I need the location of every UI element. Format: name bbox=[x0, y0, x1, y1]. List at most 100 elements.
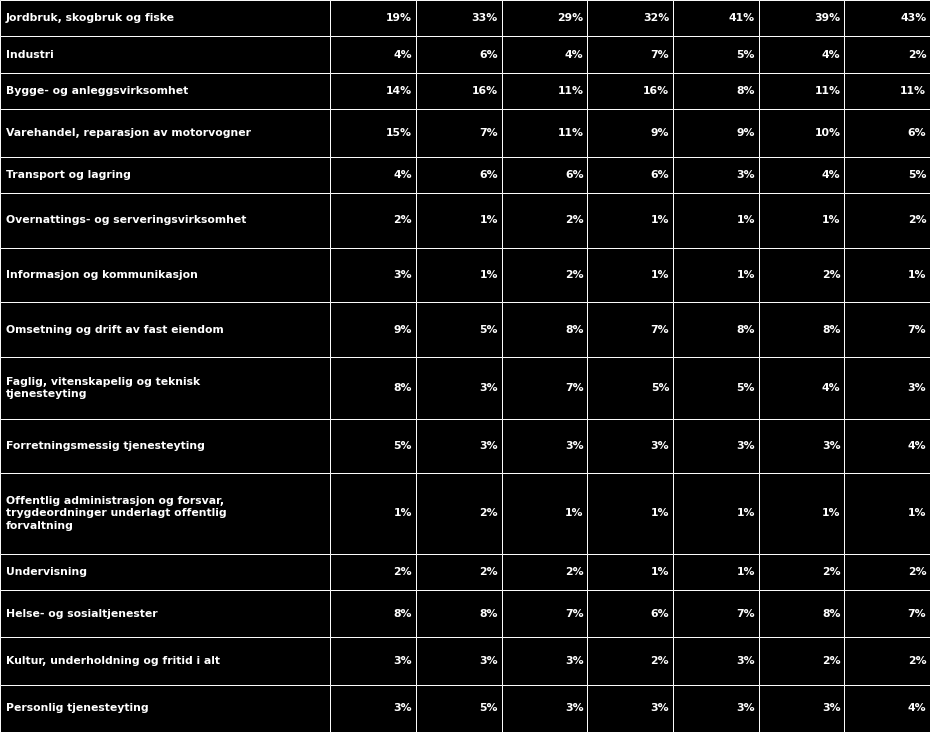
Text: Informasjon og kommunikasjon: Informasjon og kommunikasjon bbox=[6, 270, 197, 280]
Bar bbox=[330, 357, 416, 419]
Bar bbox=[416, 357, 501, 419]
Bar bbox=[330, 684, 416, 732]
Bar bbox=[587, 109, 673, 157]
Text: 15%: 15% bbox=[386, 128, 412, 138]
Text: 4%: 4% bbox=[565, 50, 583, 59]
Bar bbox=[587, 157, 673, 193]
Bar bbox=[501, 193, 587, 247]
Text: 6%: 6% bbox=[651, 608, 670, 619]
Text: 1%: 1% bbox=[908, 509, 926, 518]
Bar bbox=[759, 247, 844, 302]
Text: Bygge- og anleggsvirksomhet: Bygge- og anleggsvirksomhet bbox=[6, 86, 188, 96]
Text: 3%: 3% bbox=[479, 656, 498, 666]
Text: 4%: 4% bbox=[822, 50, 841, 59]
Text: 2%: 2% bbox=[479, 567, 498, 577]
Text: 6%: 6% bbox=[479, 50, 498, 59]
Bar bbox=[587, 247, 673, 302]
Text: 1%: 1% bbox=[737, 509, 755, 518]
Text: 4%: 4% bbox=[822, 170, 841, 180]
Bar bbox=[501, 590, 587, 638]
Bar bbox=[501, 157, 587, 193]
Text: 41%: 41% bbox=[729, 13, 755, 23]
Bar bbox=[587, 357, 673, 419]
Text: 3%: 3% bbox=[565, 441, 583, 451]
Text: 2%: 2% bbox=[479, 509, 498, 518]
Text: 8%: 8% bbox=[822, 608, 841, 619]
Text: 1%: 1% bbox=[822, 509, 841, 518]
Text: 8%: 8% bbox=[822, 324, 841, 335]
Bar bbox=[587, 302, 673, 357]
Bar bbox=[587, 474, 673, 553]
Bar bbox=[759, 73, 844, 109]
Text: 3%: 3% bbox=[737, 656, 755, 666]
Text: 2%: 2% bbox=[908, 656, 926, 666]
Bar bbox=[501, 37, 587, 73]
Text: 1%: 1% bbox=[737, 270, 755, 280]
Bar bbox=[587, 37, 673, 73]
Bar bbox=[416, 419, 501, 474]
Bar bbox=[0, 302, 330, 357]
Bar bbox=[330, 0, 416, 37]
Text: Helse- og sosialtjenester: Helse- og sosialtjenester bbox=[6, 608, 157, 619]
Text: 8%: 8% bbox=[737, 86, 755, 96]
Bar bbox=[0, 553, 330, 590]
Text: 1%: 1% bbox=[651, 270, 670, 280]
Bar bbox=[759, 302, 844, 357]
Bar bbox=[416, 247, 501, 302]
Bar bbox=[501, 357, 587, 419]
Bar bbox=[587, 419, 673, 474]
Bar bbox=[587, 73, 673, 109]
Text: Undervisning: Undervisning bbox=[6, 567, 86, 577]
Bar bbox=[844, 357, 930, 419]
Bar bbox=[416, 590, 501, 638]
Text: 3%: 3% bbox=[565, 656, 583, 666]
Text: 2%: 2% bbox=[822, 656, 841, 666]
Text: 3%: 3% bbox=[393, 656, 412, 666]
Bar bbox=[330, 474, 416, 553]
Text: 1%: 1% bbox=[479, 215, 498, 225]
Bar bbox=[0, 474, 330, 553]
Bar bbox=[0, 247, 330, 302]
Text: 16%: 16% bbox=[472, 86, 498, 96]
Text: 3%: 3% bbox=[737, 170, 755, 180]
Text: 5%: 5% bbox=[737, 383, 755, 393]
Text: Varehandel, reparasjon av motorvogner: Varehandel, reparasjon av motorvogner bbox=[6, 128, 250, 138]
Text: 11%: 11% bbox=[815, 86, 841, 96]
Text: 4%: 4% bbox=[393, 50, 412, 59]
Text: 5%: 5% bbox=[908, 170, 926, 180]
Bar bbox=[501, 419, 587, 474]
Bar bbox=[330, 302, 416, 357]
Bar bbox=[673, 638, 759, 684]
Bar bbox=[416, 474, 501, 553]
Bar bbox=[673, 302, 759, 357]
Bar bbox=[330, 247, 416, 302]
Text: 3%: 3% bbox=[822, 441, 841, 451]
Text: 2%: 2% bbox=[565, 215, 583, 225]
Text: 7%: 7% bbox=[565, 383, 583, 393]
Text: 7%: 7% bbox=[479, 128, 498, 138]
Bar bbox=[416, 73, 501, 109]
Text: 2%: 2% bbox=[822, 567, 841, 577]
Text: 2%: 2% bbox=[822, 270, 841, 280]
Bar bbox=[330, 553, 416, 590]
Text: 19%: 19% bbox=[386, 13, 412, 23]
Text: 7%: 7% bbox=[651, 324, 670, 335]
Text: 3%: 3% bbox=[479, 383, 498, 393]
Bar bbox=[673, 247, 759, 302]
Text: 2%: 2% bbox=[908, 215, 926, 225]
Text: 8%: 8% bbox=[393, 383, 412, 393]
Bar bbox=[587, 0, 673, 37]
Bar bbox=[759, 0, 844, 37]
Bar bbox=[673, 0, 759, 37]
Text: Kultur, underholdning og fritid i alt: Kultur, underholdning og fritid i alt bbox=[6, 656, 219, 666]
Bar bbox=[759, 157, 844, 193]
Text: 9%: 9% bbox=[737, 128, 755, 138]
Text: 8%: 8% bbox=[393, 608, 412, 619]
Bar bbox=[501, 0, 587, 37]
Text: 1%: 1% bbox=[651, 509, 670, 518]
Bar bbox=[844, 474, 930, 553]
Bar bbox=[416, 157, 501, 193]
Text: 2%: 2% bbox=[393, 215, 412, 225]
Bar bbox=[416, 37, 501, 73]
Text: 3%: 3% bbox=[651, 441, 670, 451]
